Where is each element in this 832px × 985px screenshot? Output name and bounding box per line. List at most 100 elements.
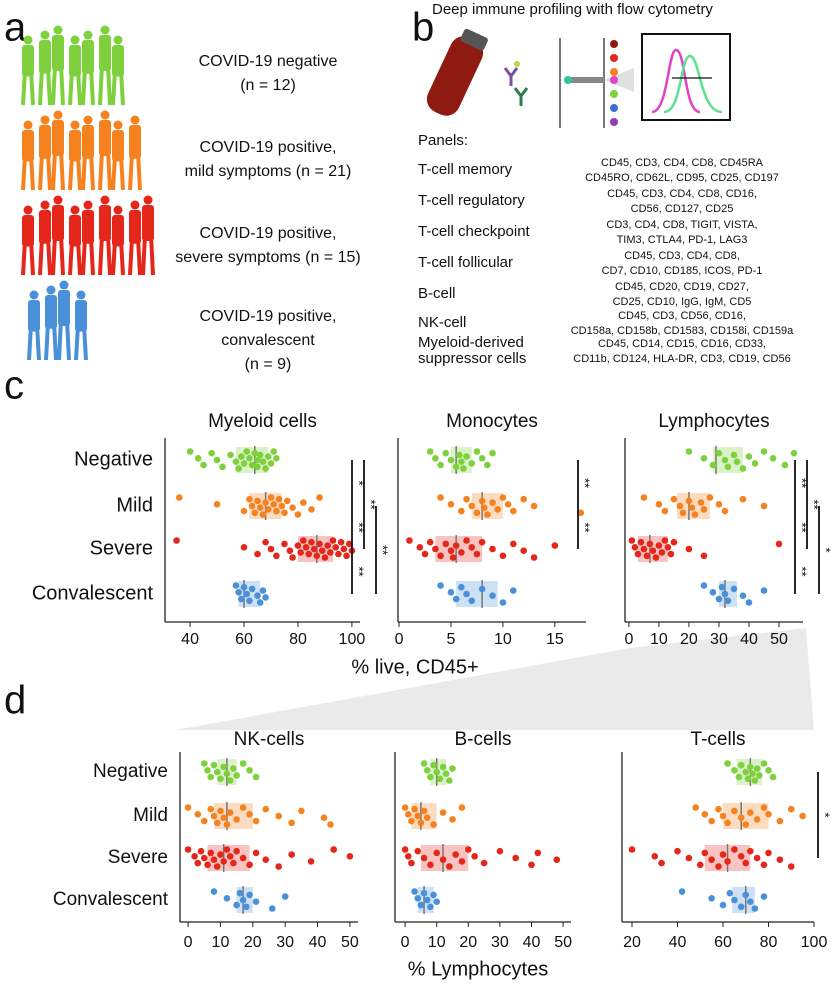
person-icon xyxy=(82,40,94,74)
person-icon xyxy=(23,35,33,45)
x-tick-label: 60 xyxy=(714,934,732,951)
x-tick-label: 50 xyxy=(554,934,572,951)
data-point xyxy=(194,811,202,818)
data-point xyxy=(321,554,329,561)
person-icon xyxy=(23,120,33,130)
data-point xyxy=(223,821,231,828)
person-icon xyxy=(70,120,80,130)
data-point xyxy=(251,449,259,457)
data-point xyxy=(439,856,447,863)
data-point xyxy=(731,807,738,815)
cohort-label: COVID-19 positive, xyxy=(200,225,337,242)
x-tick-label: 20 xyxy=(244,934,262,951)
data-point xyxy=(223,770,231,777)
person-icon xyxy=(82,125,94,159)
data-point xyxy=(447,547,455,554)
x-tick-label: 0 xyxy=(401,934,410,951)
data-point xyxy=(658,859,665,867)
data-point xyxy=(484,461,491,469)
data-point xyxy=(262,538,269,546)
person-icon xyxy=(141,234,155,276)
data-point xyxy=(406,537,413,544)
x-tick-label: 40 xyxy=(523,934,541,951)
data-point xyxy=(678,888,686,895)
data-point xyxy=(411,888,418,895)
data-point xyxy=(442,770,450,777)
data-point xyxy=(731,896,738,904)
data-point xyxy=(760,804,768,811)
data-point xyxy=(289,504,296,512)
person-icon xyxy=(83,30,93,40)
data-point xyxy=(217,851,224,858)
person-icon xyxy=(142,205,154,241)
significance-label: ** xyxy=(352,566,367,576)
data-point xyxy=(297,549,304,556)
data-point xyxy=(243,903,250,911)
data-point xyxy=(628,846,636,853)
data-point xyxy=(747,809,754,816)
person-icon xyxy=(21,239,35,276)
person-icon xyxy=(81,152,95,191)
data-point xyxy=(256,451,264,459)
data-point xyxy=(289,554,296,561)
data-point xyxy=(658,549,666,556)
panel-markers: CD45, CD3, CD4, CD8, CD16, xyxy=(607,188,757,200)
data-point xyxy=(233,901,240,909)
person-icon xyxy=(40,30,50,40)
data-point xyxy=(721,456,729,464)
data-point xyxy=(742,859,750,867)
data-point xyxy=(628,537,636,544)
data-point xyxy=(401,804,409,811)
data-point xyxy=(430,761,437,769)
data-point xyxy=(248,502,256,510)
data-point xyxy=(534,849,542,857)
panel-name: suppressor cells xyxy=(418,350,526,367)
data-point xyxy=(760,587,768,594)
data-point xyxy=(449,816,456,823)
data-point xyxy=(246,597,253,605)
data-point xyxy=(233,816,240,823)
data-point xyxy=(427,773,434,781)
data-point xyxy=(264,453,272,460)
person-icon xyxy=(29,290,39,300)
data-point xyxy=(760,502,768,510)
person-icon xyxy=(129,125,141,159)
chart-title: B-cells xyxy=(454,729,511,750)
data-point xyxy=(468,502,476,510)
person-icon xyxy=(112,215,124,247)
data-point xyxy=(452,595,460,603)
data-point xyxy=(233,772,240,779)
person-icon xyxy=(100,110,110,120)
data-point xyxy=(239,804,247,811)
significance-label: * xyxy=(818,812,832,817)
data-point xyxy=(489,592,496,599)
data-point xyxy=(298,807,305,815)
cohort-label: mild symptoms (n = 21) xyxy=(185,163,352,180)
data-point xyxy=(240,544,248,551)
data-point xyxy=(747,898,754,905)
data-point xyxy=(708,895,715,902)
data-point xyxy=(724,760,731,767)
data-point xyxy=(655,542,663,549)
data-point xyxy=(346,853,354,860)
data-point xyxy=(411,805,418,813)
cohort-label: (n = 9) xyxy=(245,356,292,373)
data-point xyxy=(478,497,486,505)
data-point xyxy=(217,807,224,815)
data-point xyxy=(281,509,288,517)
data-point xyxy=(200,854,208,862)
data-point xyxy=(248,461,256,469)
person-icon xyxy=(68,239,82,276)
data-point xyxy=(252,849,260,857)
person-icon xyxy=(99,120,111,156)
data-point xyxy=(696,861,704,869)
panel-markers: TIM3, CTLA4, PD-1, LAG3 xyxy=(617,234,748,246)
data-point xyxy=(637,538,645,546)
data-point xyxy=(670,495,678,503)
data-point xyxy=(343,552,350,560)
data-point xyxy=(577,509,585,517)
data-point xyxy=(646,540,654,548)
data-point xyxy=(417,901,425,909)
panel-letter: c xyxy=(4,364,24,408)
data-point xyxy=(463,495,470,503)
